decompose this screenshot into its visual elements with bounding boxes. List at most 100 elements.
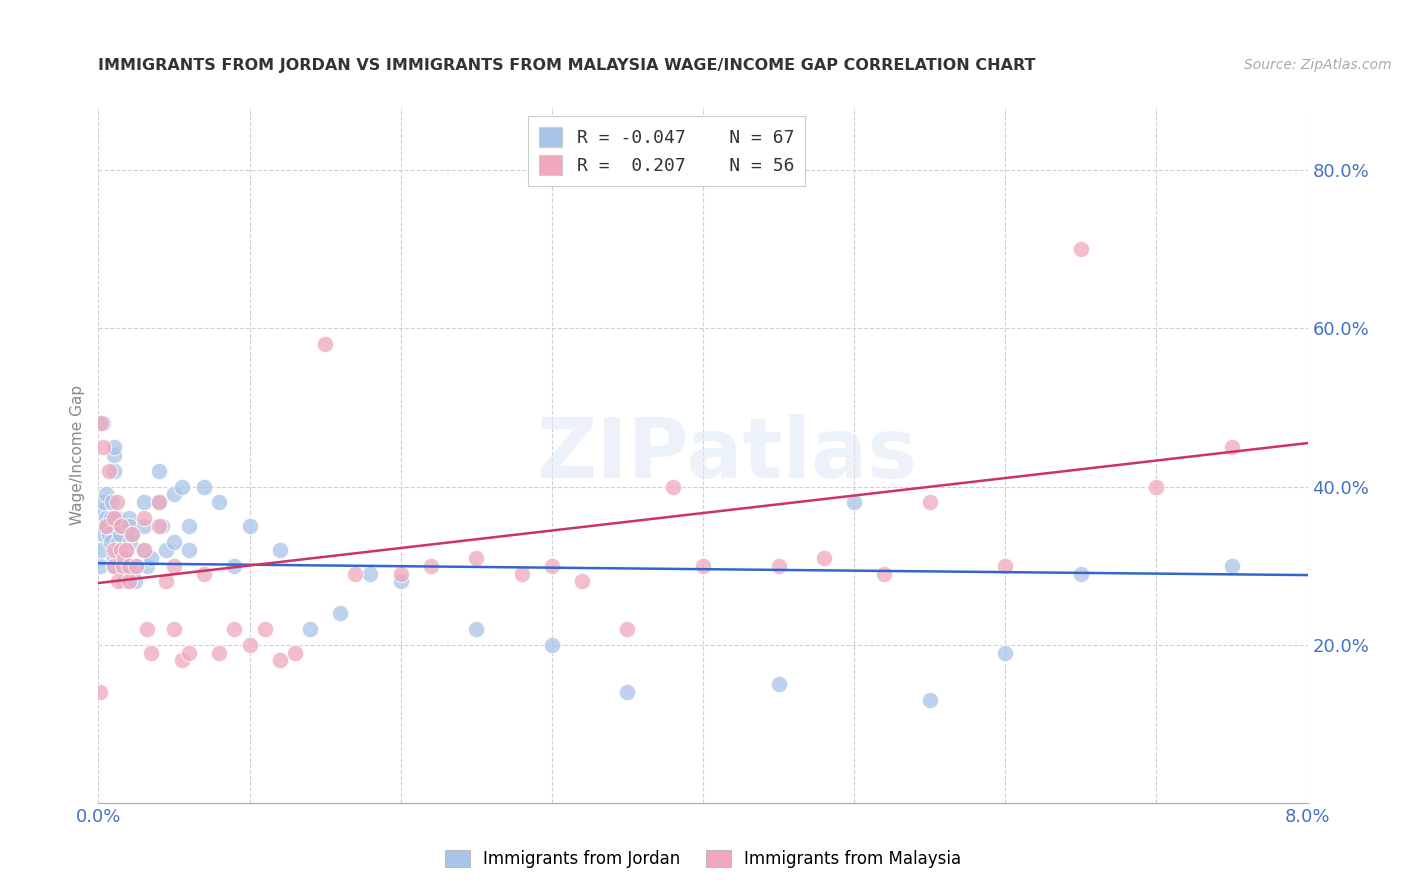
- Point: [253, 622, 276, 636]
- Point: [107, 574, 129, 589]
- Point: [163, 534, 186, 549]
- Point: [571, 574, 593, 589]
- Point: [124, 574, 146, 589]
- Point: [89, 558, 111, 573]
- Point: [239, 519, 262, 533]
- Point: [994, 558, 1017, 573]
- Point: [148, 495, 170, 509]
- Point: [118, 574, 141, 589]
- Point: [224, 558, 246, 573]
- Point: [132, 542, 155, 557]
- Point: [1070, 566, 1092, 581]
- Point: [768, 677, 790, 691]
- Point: [163, 487, 186, 501]
- Point: [148, 519, 170, 533]
- Legend: Immigrants from Jordan, Immigrants from Malaysia: Immigrants from Jordan, Immigrants from …: [439, 843, 967, 875]
- Point: [179, 646, 201, 660]
- Point: [103, 464, 125, 478]
- Point: [100, 511, 122, 525]
- Point: [163, 558, 186, 573]
- Point: [121, 527, 143, 541]
- Text: IMMIGRANTS FROM JORDAN VS IMMIGRANTS FROM MALAYSIA WAGE/INCOME GAP CORRELATION C: IMMIGRANTS FROM JORDAN VS IMMIGRANTS FRO…: [98, 58, 1036, 73]
- Point: [101, 495, 124, 509]
- Point: [91, 440, 114, 454]
- Point: [692, 558, 714, 573]
- Point: [125, 558, 148, 573]
- Point: [110, 519, 132, 533]
- Point: [91, 417, 114, 431]
- Point: [103, 542, 125, 557]
- Point: [994, 646, 1017, 660]
- Point: [114, 542, 136, 557]
- Point: [107, 534, 129, 549]
- Point: [103, 558, 125, 573]
- Point: [208, 646, 231, 660]
- Text: Source: ZipAtlas.com: Source: ZipAtlas.com: [1244, 58, 1392, 72]
- Point: [148, 495, 170, 509]
- Point: [360, 566, 382, 581]
- Point: [103, 440, 125, 454]
- Point: [135, 558, 157, 573]
- Point: [148, 464, 170, 478]
- Point: [163, 622, 186, 636]
- Point: [170, 479, 193, 493]
- Point: [155, 542, 177, 557]
- Point: [155, 574, 177, 589]
- Point: [118, 558, 141, 573]
- Point: [1220, 558, 1243, 573]
- Point: [111, 558, 134, 573]
- Point: [873, 566, 896, 581]
- Point: [103, 558, 125, 573]
- Point: [103, 550, 125, 565]
- Point: [90, 417, 112, 431]
- Point: [110, 519, 132, 533]
- Point: [141, 646, 163, 660]
- Point: [108, 527, 131, 541]
- Point: [105, 542, 128, 557]
- Point: [616, 622, 638, 636]
- Point: [208, 495, 231, 509]
- Point: [510, 566, 533, 581]
- Point: [135, 622, 157, 636]
- Point: [122, 566, 145, 581]
- Point: [118, 519, 141, 533]
- Point: [94, 487, 117, 501]
- Point: [103, 448, 125, 462]
- Point: [918, 495, 941, 509]
- Point: [90, 542, 112, 557]
- Point: [96, 519, 118, 533]
- Point: [110, 550, 132, 565]
- Point: [465, 550, 488, 565]
- Point: [91, 527, 114, 541]
- Point: [918, 693, 941, 707]
- Point: [94, 511, 117, 525]
- Point: [193, 479, 215, 493]
- Point: [224, 622, 246, 636]
- Point: [465, 622, 488, 636]
- Point: [114, 542, 136, 557]
- Point: [269, 653, 291, 667]
- Point: [93, 495, 115, 509]
- Legend: R = -0.047    N = 67, R =  0.207    N = 56: R = -0.047 N = 67, R = 0.207 N = 56: [529, 116, 806, 186]
- Point: [314, 337, 336, 351]
- Point: [284, 646, 307, 660]
- Point: [299, 622, 322, 636]
- Point: [120, 534, 142, 549]
- Point: [93, 503, 115, 517]
- Point: [389, 574, 412, 589]
- Point: [813, 550, 835, 565]
- Point: [1070, 243, 1092, 257]
- Point: [98, 464, 121, 478]
- Point: [344, 566, 367, 581]
- Y-axis label: Wage/Income Gap: Wage/Income Gap: [70, 384, 86, 525]
- Point: [132, 495, 155, 509]
- Point: [616, 685, 638, 699]
- Point: [121, 527, 143, 541]
- Point: [111, 558, 134, 573]
- Point: [89, 685, 111, 699]
- Point: [110, 542, 132, 557]
- Text: ZIPatlas: ZIPatlas: [537, 415, 918, 495]
- Point: [193, 566, 215, 581]
- Point: [100, 534, 122, 549]
- Point: [768, 558, 790, 573]
